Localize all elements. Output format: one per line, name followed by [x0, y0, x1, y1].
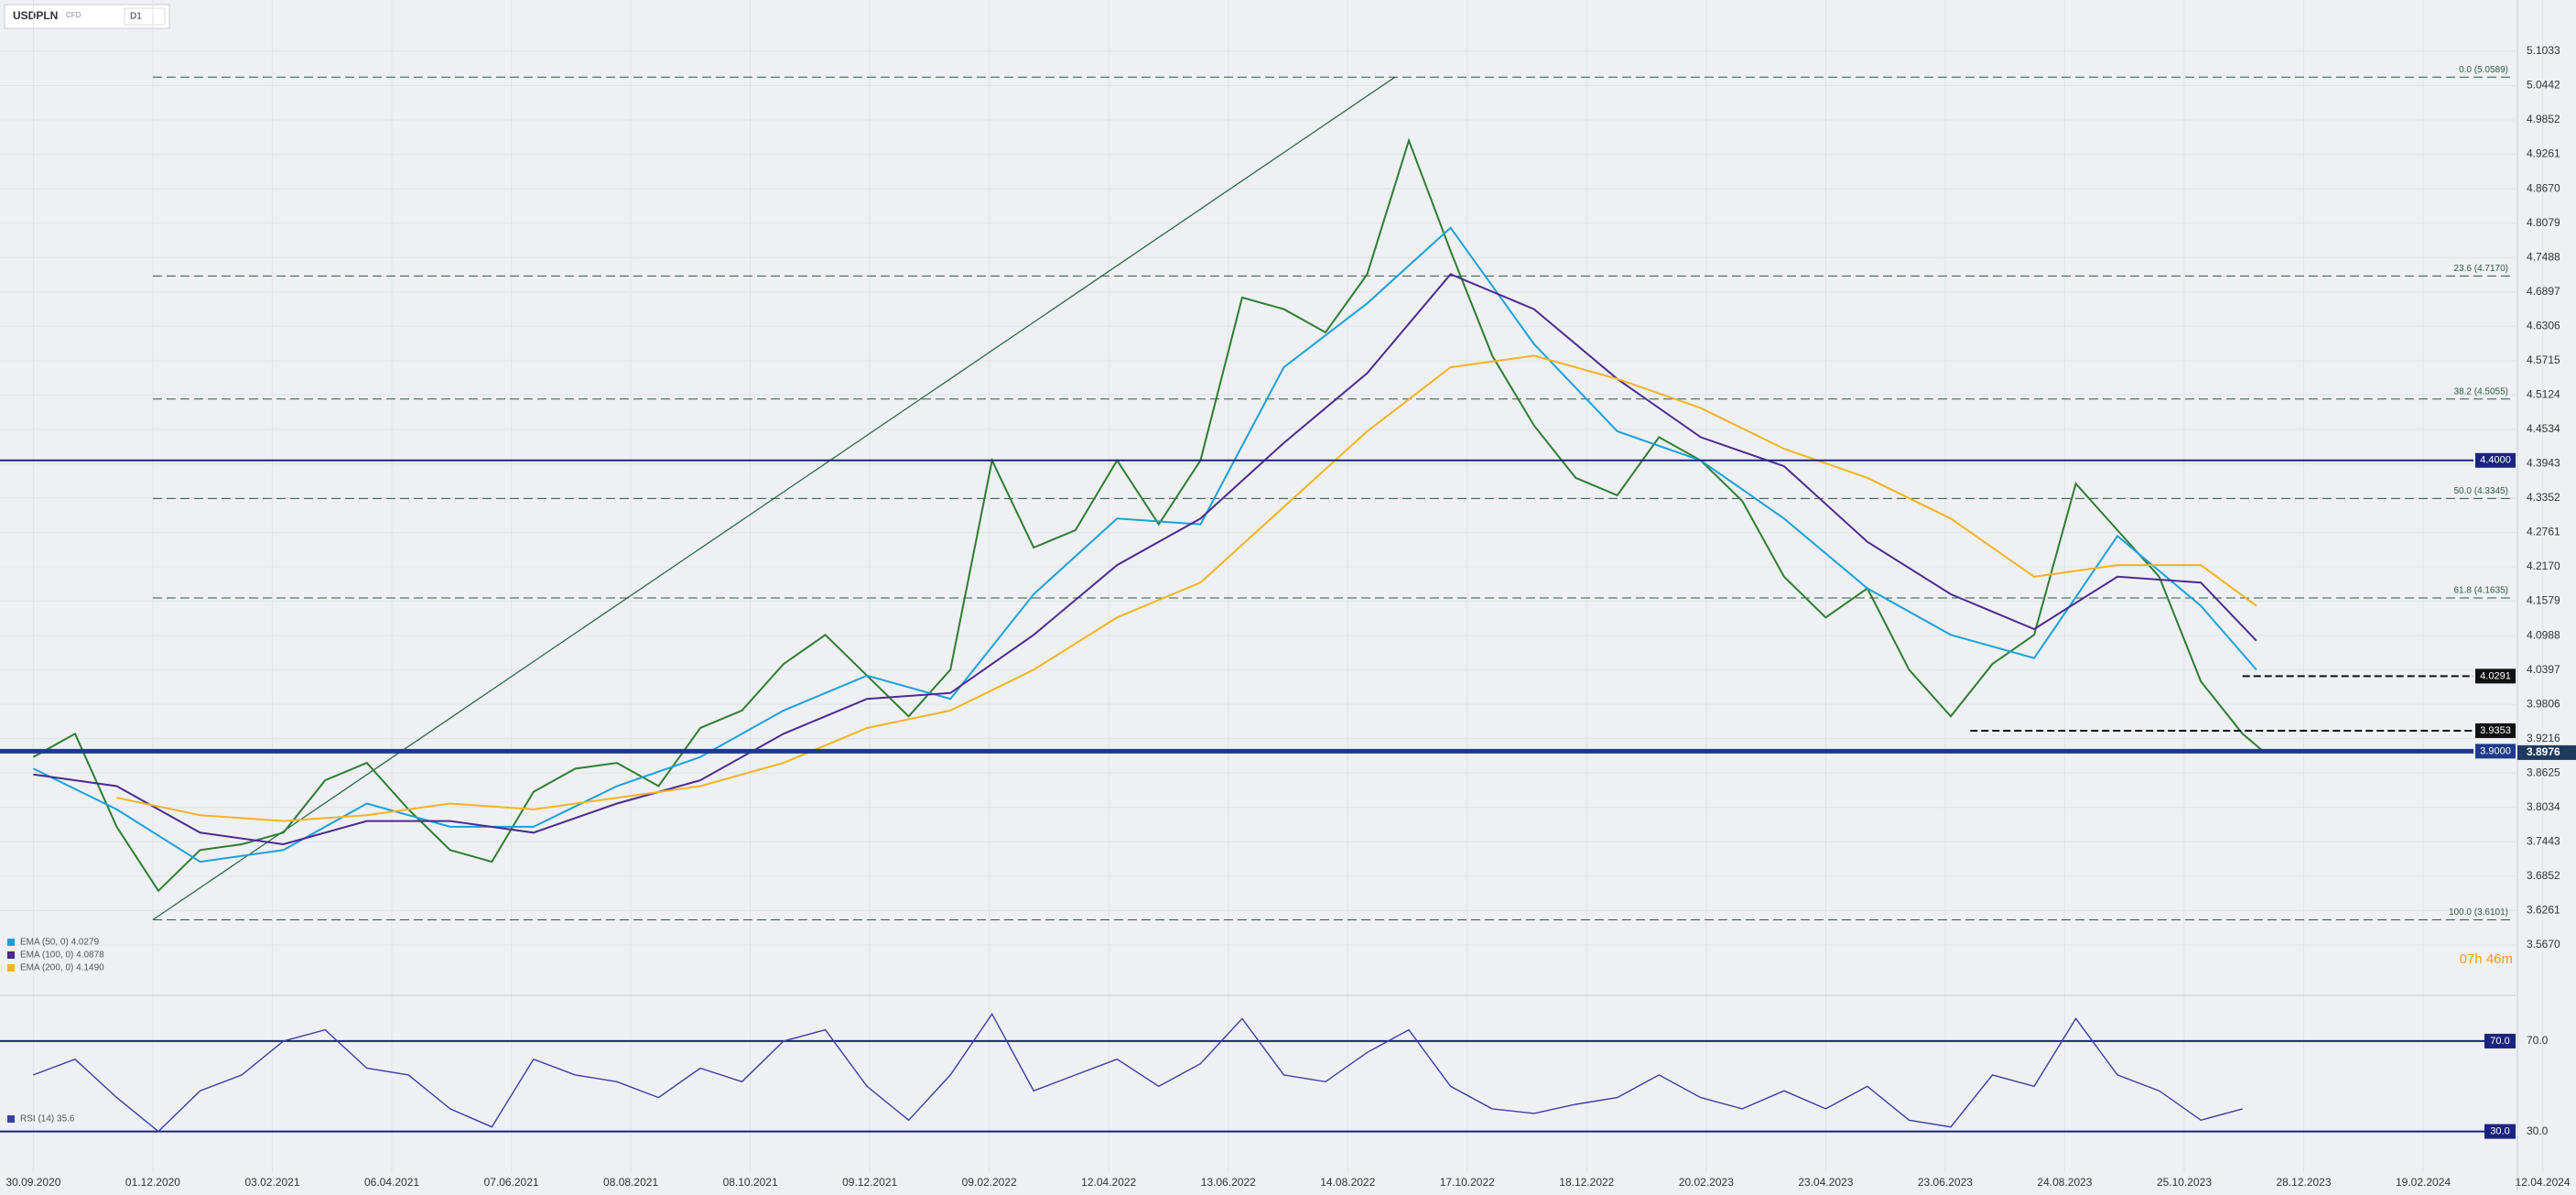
x-tick-label: 03.02.2021 [244, 1176, 299, 1189]
y-tick-label: 4.3943 [2527, 457, 2560, 470]
x-tick-label: 28.12.2023 [2276, 1176, 2331, 1189]
y-tick-label: 4.0988 [2527, 628, 2560, 641]
y-tick-label: 4.9852 [2527, 113, 2560, 125]
series-line [33, 273, 2257, 846]
legend-swatch [7, 939, 15, 946]
timeframe-box[interactable] [124, 7, 166, 26]
rsi-level-tag-label: 70.0 [2490, 1036, 2509, 1047]
last-price-tag [2517, 744, 2576, 760]
y-tick-label: 4.1579 [2527, 594, 2560, 607]
x-tick-label: 23.04.2023 [1798, 1176, 1853, 1189]
y-tick-label: 4.6897 [2527, 285, 2560, 298]
x-tick-label: 09.12.2021 [842, 1176, 897, 1189]
x-tick-label: 18.12.2022 [1559, 1176, 1614, 1189]
y-tick-label: 4.3352 [2527, 491, 2560, 504]
x-tick-label: 25.10.2023 [2157, 1176, 2212, 1189]
x-tick-label: 23.06.2023 [1918, 1176, 1973, 1189]
x-tick-label: 17.10.2022 [1440, 1176, 1495, 1189]
plot-area [0, 76, 2512, 1133]
legend-swatch [7, 1115, 15, 1123]
y-tick-label: 4.2170 [2527, 559, 2560, 572]
countdown: 07h 46m [2460, 951, 2513, 967]
x-tick-label: 12.04.2022 [1081, 1176, 1136, 1189]
legend-entry: EMA (50, 0) 4.0279 [20, 938, 100, 948]
y-tick-label: 4.6306 [2527, 319, 2560, 331]
y-tick-label: 4.0397 [2527, 663, 2560, 676]
x-tick-label: 14.08.2022 [1320, 1176, 1375, 1189]
fib-label: 38.2 (4.5055) [2454, 386, 2509, 397]
y-tick-label: 4.5124 [2527, 388, 2560, 401]
y-tick-label: 4.2761 [2527, 526, 2560, 538]
x-tick-label: 01.12.2020 [125, 1176, 180, 1189]
series-line [116, 354, 2257, 822]
rsi-level-tag [2484, 1033, 2516, 1048]
x-tick-label: 08.08.2021 [603, 1176, 658, 1189]
y-tick-label: 3.9216 [2527, 732, 2560, 744]
rsi-tick-label: 70.0 [2527, 1034, 2549, 1047]
level-tag [2475, 452, 2516, 468]
y-tick-label: 3.6261 [2527, 904, 2560, 917]
x-tick-label: 07.06.2021 [484, 1176, 539, 1189]
legend-entry: RSI (14) 35.6 [20, 1114, 75, 1124]
header: USDPLN CFD D1 [4, 4, 170, 29]
legend-swatch [7, 964, 15, 972]
rsi-level-tag-label: 30.0 [2490, 1126, 2509, 1137]
x-tick-label: 30.09.2020 [5, 1176, 60, 1189]
y-tick-label: 3.5670 [2527, 938, 2560, 951]
y-tick-label: 4.8670 [2527, 181, 2560, 194]
x-tick-label: 24.08.2023 [2037, 1176, 2092, 1189]
y-tick-label: 3.9806 [2527, 697, 2560, 710]
market: CFD [66, 11, 81, 19]
legend-entry: EMA (200, 0) 4.1490 [20, 963, 104, 973]
y-tick-label: 4.4534 [2527, 422, 2560, 435]
y-tick-label: 5.1033 [2527, 44, 2560, 57]
level-tag [2475, 744, 2516, 759]
fib-label: 100.0 (3.6101) [2449, 907, 2508, 918]
x-tick-label: 12.04.2024 [2516, 1176, 2571, 1189]
y-tick-label: 3.8625 [2527, 766, 2560, 778]
fib-label: 23.6 (4.7170) [2454, 264, 2509, 274]
fib-label: 61.8 (4.1635) [2454, 586, 2509, 596]
legend-swatch [7, 951, 15, 959]
rsi-tick-label: 30.0 [2527, 1124, 2549, 1137]
y-tick-label: 3.6852 [2527, 869, 2560, 882]
rsi-level-tag [2484, 1124, 2516, 1139]
symbol: USDPLN [13, 9, 58, 22]
x-tick-label: 08.10.2021 [723, 1176, 778, 1189]
level-tag-label: 4.4000 [2480, 455, 2511, 466]
last-price-label: 3.8976 [2527, 745, 2560, 758]
timeframe: D1 [130, 12, 142, 22]
level-tag-label: 4.0291 [2480, 670, 2511, 681]
series-line [32, 226, 2257, 864]
fib-label: 50.0 (4.3345) [2454, 486, 2509, 496]
y-tick-label: 4.9261 [2527, 147, 2560, 160]
series-line [33, 1012, 2243, 1133]
y-tick-label: 4.5715 [2527, 353, 2560, 366]
x-tick-label: 09.02.2022 [962, 1176, 1017, 1189]
fib-label: 0.0 (5.0589) [2459, 65, 2508, 75]
x-tick-label: 06.04.2021 [364, 1176, 419, 1189]
x-tick-label: 20.02.2023 [1679, 1176, 1734, 1189]
x-tick-label: 13.06.2022 [1201, 1176, 1256, 1189]
level-tag [2475, 668, 2516, 684]
x-tick-label: 19.02.2024 [2396, 1176, 2451, 1189]
y-tick-label: 4.7488 [2527, 250, 2560, 263]
legend-entry: EMA (100, 0) 4.0878 [20, 951, 104, 961]
level-tag-label: 3.9353 [2480, 725, 2511, 736]
y-tick-label: 5.0442 [2527, 79, 2560, 92]
y-tick-label: 4.8079 [2527, 216, 2560, 229]
level-tag [2475, 722, 2516, 738]
y-tick-label: 3.8034 [2527, 800, 2560, 813]
y-tick-label: 3.7443 [2527, 834, 2560, 847]
level-tag-label: 3.9000 [2480, 745, 2511, 756]
